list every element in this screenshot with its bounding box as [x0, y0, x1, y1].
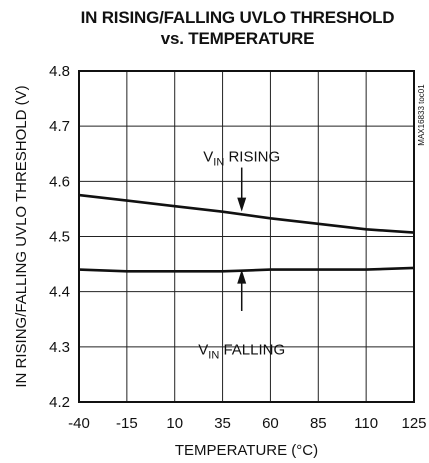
x-axis-ticks: -40 -15 10 35 60 85 110 125 [68, 415, 426, 432]
y-axis-ticks: 4.2 4.3 4.4 4.5 4.6 4.7 4.8 [49, 63, 70, 411]
y-tick-label: 4.6 [49, 173, 70, 190]
series-line-falling [78, 266, 415, 273]
chart-title-line2: vs. TEMPERATURE [160, 29, 315, 48]
x-tick-label: 125 [401, 415, 426, 432]
y-tick-label: 4.7 [49, 118, 70, 135]
chart-title-line1: IN RISING/FALLING UVLO THRESHOLD [80, 8, 395, 27]
annotations: VIN RISING VIN FALLING [198, 149, 285, 362]
y-axis-label: IN RISING/FALLING UVLO THRESHOLD (V) [13, 85, 30, 387]
figure-code: MAX16833 toc01 [417, 84, 426, 146]
annotation-arrow-head [237, 197, 247, 212]
y-tick-label: 4.2 [49, 394, 70, 411]
x-tick-label: 60 [262, 415, 279, 432]
y-tick-label: 4.4 [49, 284, 70, 301]
annotation-arrow-head [237, 269, 247, 284]
x-tick-label: 110 [354, 415, 378, 432]
x-tick-label: 10 [166, 415, 183, 432]
y-tick-label: 4.5 [49, 229, 70, 246]
x-tick-label: -40 [68, 415, 90, 432]
plot-frame [78, 70, 415, 403]
annotation-label: VIN FALLING [198, 342, 285, 362]
series-line-rising [78, 193, 415, 234]
series-lines [78, 193, 415, 273]
grid-lines [79, 71, 414, 402]
annotation-label: VIN RISING [203, 149, 280, 169]
x-tick-label: 85 [310, 415, 327, 432]
y-tick-label: 4.3 [49, 339, 70, 356]
x-axis-label: TEMPERATURE (°C) [175, 442, 318, 459]
y-tick-label: 4.8 [49, 63, 70, 80]
x-tick-label: 35 [214, 415, 231, 432]
x-tick-label: -15 [116, 415, 138, 432]
